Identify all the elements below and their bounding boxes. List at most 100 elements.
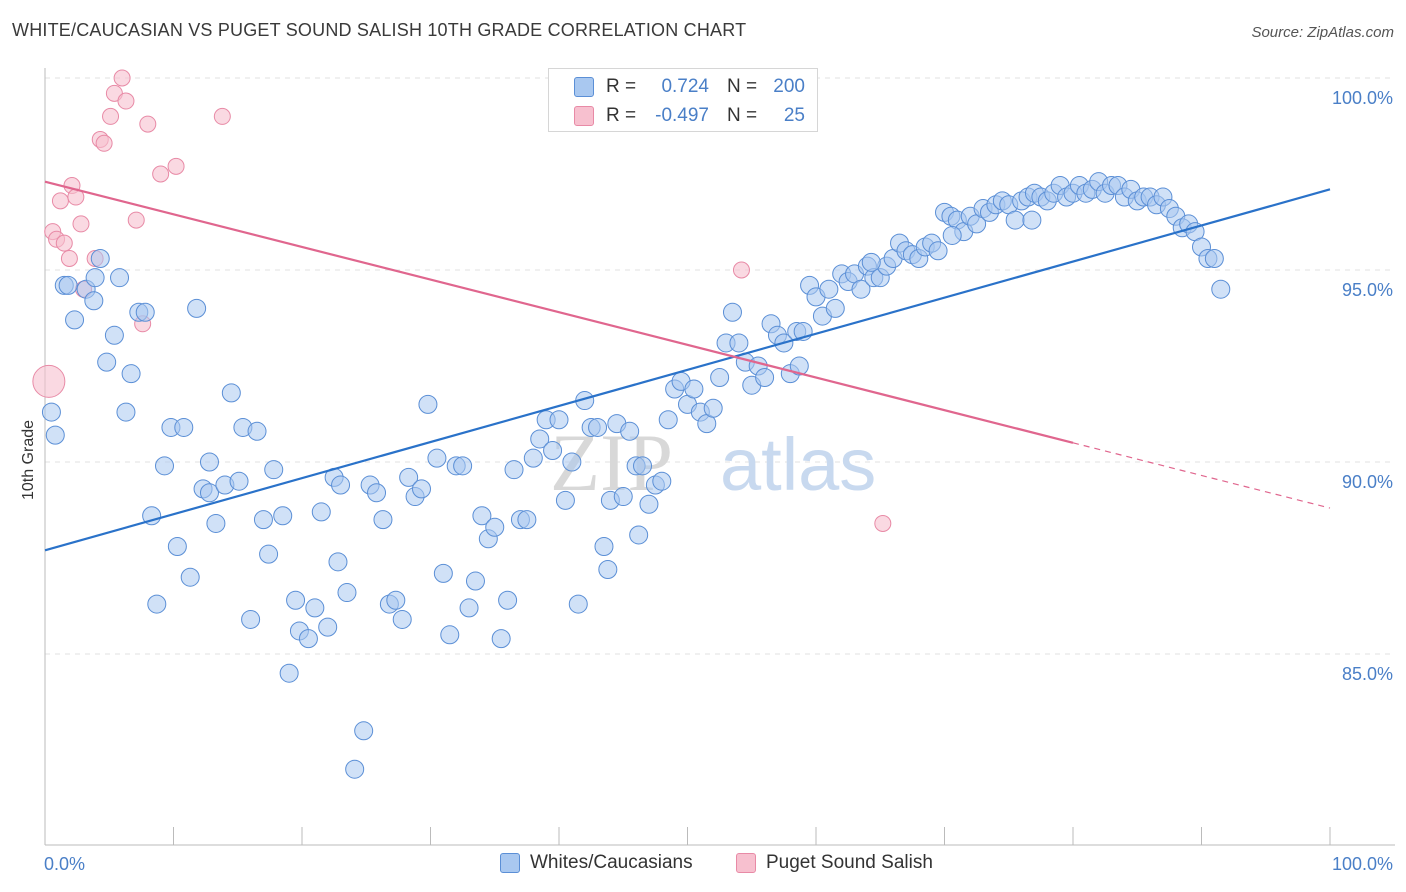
blue-point (928, 241, 948, 261)
blue-point (155, 456, 175, 476)
blue-point (399, 467, 419, 487)
gridlines (45, 77, 1395, 655)
blue-point (755, 368, 775, 388)
pink-point (95, 134, 113, 152)
blue-point (392, 609, 412, 629)
blue-point (373, 510, 393, 530)
blue-point (167, 536, 187, 556)
blue-point (465, 571, 485, 591)
pink-point (51, 192, 69, 210)
legend-r-value: 0.724 (661, 76, 709, 97)
blue-point (305, 598, 325, 618)
pink-trend-line (44, 180, 1074, 444)
blue-point (594, 536, 614, 556)
y-tick-label: 95.0% (1342, 280, 1393, 300)
legend-n-label: N = (727, 105, 758, 126)
blue-point (45, 425, 65, 445)
pink-point (55, 234, 73, 252)
pink-point (72, 215, 90, 233)
blue-point (433, 563, 453, 583)
blue-point (851, 279, 871, 299)
blue-point (562, 452, 582, 472)
legend-n-value: 25 (783, 105, 805, 126)
blue-point (259, 544, 279, 564)
pink-point (139, 115, 157, 133)
blue-point (629, 525, 649, 545)
blue-point (491, 629, 511, 649)
blue-point (180, 567, 200, 587)
blue-point (418, 394, 438, 414)
watermark-atlas: atlas (720, 423, 876, 506)
blue-point (65, 310, 85, 330)
blue-point (58, 275, 78, 295)
blue-point (367, 483, 387, 503)
blue-point (273, 506, 293, 526)
blue-point (789, 356, 809, 376)
blue-point (472, 506, 492, 526)
blue-point (598, 560, 618, 580)
legend-r-value: -0.497 (655, 105, 709, 126)
blue-point (633, 456, 653, 476)
blue-point (298, 629, 318, 649)
axes (44, 68, 1395, 846)
blue-point (199, 483, 219, 503)
blue-point (84, 291, 104, 311)
blue-point (104, 325, 124, 345)
source-credit: Source: ZipAtlas.com (1251, 24, 1394, 41)
blue-point (710, 368, 730, 388)
blue-point (729, 333, 749, 353)
blue-point (703, 398, 723, 418)
blue-point (345, 759, 365, 779)
legend-row-blue: R = 0.724 N = 200 (549, 75, 817, 99)
legend-r-label: R = (606, 76, 637, 97)
blue-point (206, 513, 226, 533)
legend-label-salish: Puget Sound Salish (766, 852, 933, 873)
blue-point (41, 402, 61, 422)
pink-trend-extension (1072, 442, 1331, 509)
blue-point (825, 298, 845, 318)
blue-point (85, 268, 105, 288)
pink-point (113, 69, 131, 87)
blue-point (861, 252, 881, 272)
legend-item-salish: Puget Sound Salish (736, 852, 933, 874)
blue-point (241, 609, 261, 629)
blue-point (142, 506, 162, 526)
blue-point (187, 298, 207, 318)
blue-point (819, 279, 839, 299)
x-tick-label: 0.0% (44, 854, 85, 874)
blue-point (530, 429, 550, 449)
blue-point (517, 510, 537, 530)
blue-point (1204, 248, 1224, 268)
pink-point (117, 92, 135, 110)
blue-point (264, 460, 284, 480)
legend-swatch-pink (736, 853, 756, 873)
blue-point (684, 379, 704, 399)
blue-point (331, 475, 351, 495)
blue-point (174, 417, 194, 437)
legend-n-label: N = (727, 76, 758, 97)
blue-point (555, 490, 575, 510)
blue-point (504, 460, 524, 480)
legend-swatch-blue (574, 77, 594, 97)
blue-point (485, 517, 505, 537)
blue-point (1022, 210, 1042, 230)
legend-item-whites: Whites/Caucasians (500, 852, 693, 874)
blue-point (639, 494, 659, 514)
pink-point (213, 107, 231, 125)
trend-lines (44, 180, 1331, 552)
blue-point (253, 510, 273, 530)
pink-point (874, 514, 892, 532)
blue-point (90, 248, 110, 268)
legend-r-label: R = (606, 105, 637, 126)
chart-title: WHITE/CAUCASIAN VS PUGET SOUND SALISH 10… (12, 20, 747, 40)
legend-swatch-pink (574, 106, 594, 126)
y-tick-label: 90.0% (1342, 472, 1393, 492)
blue-point (523, 448, 543, 468)
blue-point (652, 471, 672, 491)
blue-point (279, 663, 299, 683)
blue-series-points (41, 172, 1231, 779)
blue-point (121, 364, 141, 384)
blue-point (135, 302, 155, 322)
blue-point (568, 594, 588, 614)
pink-point (732, 261, 750, 279)
